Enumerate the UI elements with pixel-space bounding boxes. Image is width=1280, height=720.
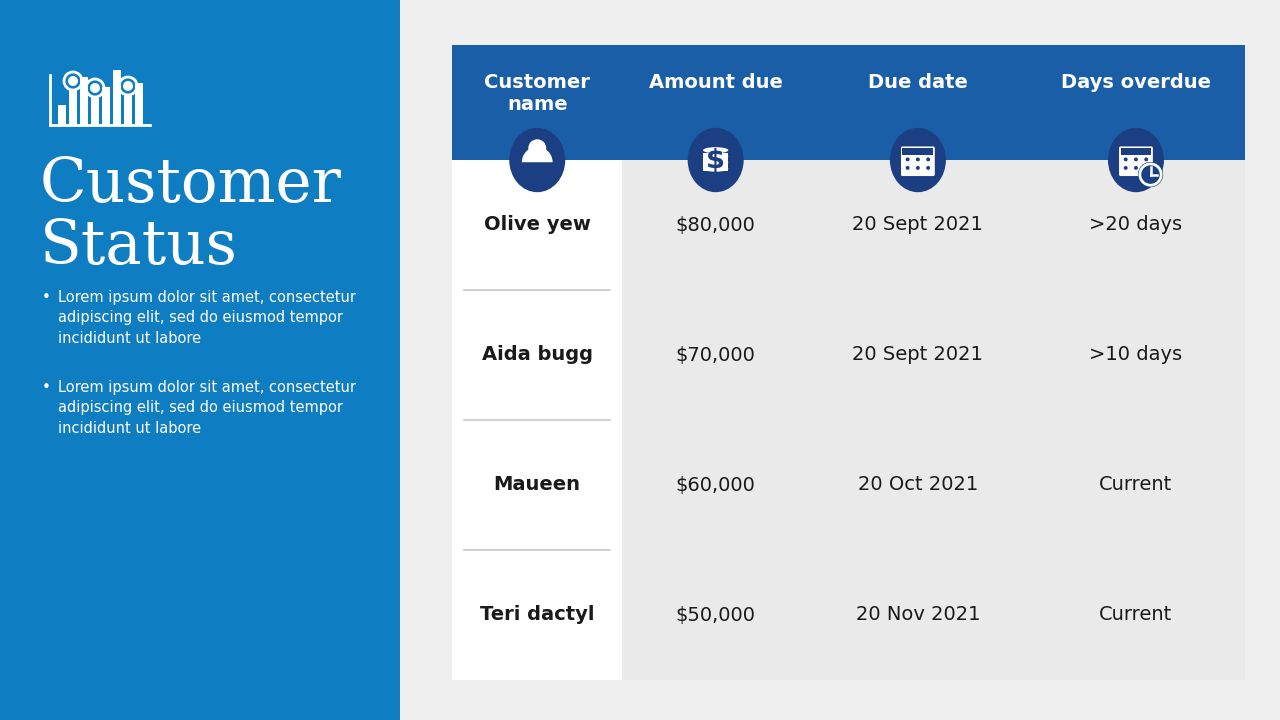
- Text: Customer
Status: Customer Status: [40, 155, 342, 277]
- Ellipse shape: [687, 127, 744, 192]
- Circle shape: [1134, 166, 1138, 170]
- Bar: [91, 97, 99, 125]
- Text: $50,000: $50,000: [676, 606, 755, 624]
- Ellipse shape: [703, 153, 728, 159]
- Text: 20 Sept 2021: 20 Sept 2021: [852, 346, 983, 364]
- Bar: [399, 0, 1280, 720]
- Text: >10 days: >10 days: [1089, 346, 1183, 364]
- Text: Current: Current: [1100, 606, 1172, 624]
- Bar: [134, 83, 143, 125]
- Circle shape: [1140, 164, 1161, 185]
- Bar: [622, 160, 1245, 290]
- Text: 20 Sept 2021: 20 Sept 2021: [852, 215, 983, 235]
- Bar: [452, 45, 1245, 160]
- Ellipse shape: [703, 166, 728, 171]
- Circle shape: [906, 158, 910, 161]
- Circle shape: [927, 166, 931, 170]
- Bar: [58, 105, 67, 125]
- Circle shape: [1134, 158, 1138, 161]
- Text: Lorem ipsum dolor sit amet, consectetur
adipiscing elit, sed do eiusmod tempor
i: Lorem ipsum dolor sit amet, consectetur …: [58, 290, 356, 346]
- Ellipse shape: [890, 127, 946, 192]
- Bar: [124, 95, 132, 125]
- Ellipse shape: [509, 127, 566, 192]
- Bar: [79, 77, 88, 125]
- Text: Aida bugg: Aida bugg: [481, 346, 593, 364]
- Text: Amount due: Amount due: [649, 73, 782, 92]
- Ellipse shape: [703, 147, 728, 153]
- Bar: [703, 153, 728, 159]
- Text: $70,000: $70,000: [676, 346, 755, 364]
- Bar: [622, 290, 1245, 420]
- Ellipse shape: [703, 160, 728, 166]
- Text: $: $: [707, 148, 726, 174]
- Circle shape: [529, 139, 547, 157]
- Bar: [452, 420, 622, 550]
- Circle shape: [916, 158, 920, 161]
- Circle shape: [68, 76, 78, 86]
- Text: •: •: [42, 290, 51, 305]
- Circle shape: [906, 166, 910, 170]
- Bar: [622, 420, 1245, 550]
- Circle shape: [123, 81, 133, 91]
- Text: $80,000: $80,000: [676, 215, 755, 235]
- Bar: [452, 160, 622, 290]
- Bar: [703, 165, 728, 171]
- Text: Maueen: Maueen: [494, 475, 581, 495]
- FancyBboxPatch shape: [901, 146, 934, 176]
- Circle shape: [927, 158, 931, 161]
- Text: >20 days: >20 days: [1089, 215, 1183, 235]
- Ellipse shape: [1108, 127, 1164, 192]
- Bar: [452, 290, 622, 420]
- Circle shape: [90, 83, 100, 93]
- Bar: [0, 0, 399, 720]
- Bar: [102, 87, 110, 125]
- Circle shape: [1138, 162, 1164, 187]
- Text: Customer
name: Customer name: [484, 73, 590, 114]
- Wedge shape: [522, 147, 553, 162]
- Text: Due date: Due date: [868, 73, 968, 92]
- FancyBboxPatch shape: [1119, 146, 1153, 176]
- Text: Current: Current: [1100, 475, 1172, 495]
- Bar: [902, 148, 933, 156]
- Circle shape: [1124, 166, 1128, 170]
- Circle shape: [1124, 158, 1128, 161]
- Bar: [1120, 148, 1152, 156]
- Text: Days overdue: Days overdue: [1061, 73, 1211, 92]
- Bar: [69, 90, 77, 125]
- Bar: [113, 70, 122, 125]
- Text: 20 Oct 2021: 20 Oct 2021: [858, 475, 978, 495]
- Bar: [622, 550, 1245, 680]
- Bar: [703, 159, 728, 165]
- Text: Olive yew: Olive yew: [484, 215, 590, 235]
- Bar: [452, 550, 622, 680]
- Circle shape: [1144, 158, 1148, 161]
- Text: Lorem ipsum dolor sit amet, consectetur
adipiscing elit, sed do eiusmod tempor
i: Lorem ipsum dolor sit amet, consectetur …: [58, 380, 356, 436]
- Circle shape: [1144, 166, 1148, 170]
- Circle shape: [916, 166, 920, 170]
- Text: $60,000: $60,000: [676, 475, 755, 495]
- Text: 20 Nov 2021: 20 Nov 2021: [855, 606, 980, 624]
- Text: •: •: [42, 380, 51, 395]
- Text: Teri dactyl: Teri dactyl: [480, 606, 594, 624]
